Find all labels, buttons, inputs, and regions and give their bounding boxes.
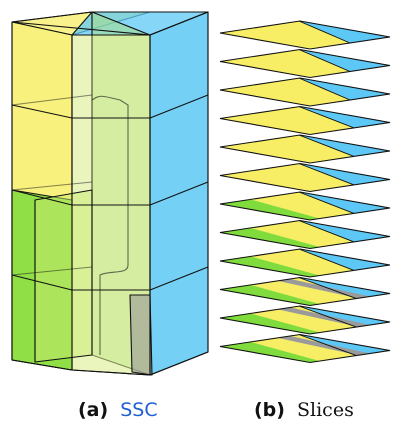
- slice-interface: [299, 134, 355, 157]
- slice-outline: [219, 20, 391, 50]
- slice-interface: [299, 277, 357, 299]
- ssc-slab-2: [11, 181, 209, 206]
- ssc-green-side: [34, 189, 93, 363]
- slice: [219, 20, 391, 50]
- slice-green: [220, 227, 320, 249]
- slice-interface: [299, 334, 357, 356]
- ssc-slab-3b: [11, 266, 93, 276]
- slice: [219, 162, 391, 193]
- caption-a-label: (a): [78, 399, 108, 421]
- slice-outline: [219, 248, 391, 278]
- slice-yellow: [220, 78, 350, 106]
- slice-outline: [219, 276, 391, 307]
- slice-green: [220, 256, 320, 277]
- slice-blue: [299, 135, 390, 157]
- slice-interface: [299, 163, 355, 186]
- slice-interface: [299, 49, 351, 72]
- slice-blue: [299, 249, 390, 271]
- slice-blue: [299, 163, 390, 185]
- slice-green: [220, 313, 320, 334]
- caption-b: (b) Slices: [254, 399, 354, 421]
- slice: [219, 105, 391, 136]
- slice-gray: [277, 335, 370, 356]
- slice-outline: [219, 333, 391, 364]
- slice-blue: [299, 277, 390, 299]
- slice-interface: [299, 305, 357, 328]
- slice-outline: [219, 191, 391, 221]
- ssc-volume: [11, 11, 209, 376]
- ssc-edge-top2: [149, 11, 209, 36]
- caption-a-link[interactable]: SSC: [120, 399, 157, 421]
- slice-blue: [299, 21, 390, 43]
- ssc-slab-2b: [11, 181, 93, 191]
- slice-blue: [299, 49, 390, 72]
- slice: [219, 134, 391, 164]
- slice: [219, 48, 391, 79]
- ssc-interface-curve: [91, 95, 129, 355]
- ssc-edge-top1: [11, 21, 151, 36]
- slice-outline: [219, 134, 391, 164]
- slice-interface: [299, 106, 355, 129]
- slice-outline: [219, 105, 391, 136]
- slice: [219, 276, 391, 307]
- slice: [219, 219, 391, 250]
- slice: [219, 248, 391, 278]
- slice-yellow: [220, 21, 350, 49]
- ssc-outline: [11, 11, 209, 376]
- slice: [219, 191, 391, 221]
- slice-outline: [219, 305, 391, 335]
- ssc-slab-1: [11, 94, 209, 119]
- slice-interface: [299, 248, 355, 271]
- slice-interface: [299, 20, 351, 44]
- slice-outline: [219, 48, 391, 79]
- slice-interface: [299, 77, 351, 101]
- ssc-slab-1b: [11, 94, 93, 106]
- slice-interface: [299, 191, 355, 214]
- slice: [219, 333, 391, 364]
- slice-outline: [219, 219, 391, 250]
- slice-gray: [277, 278, 370, 299]
- slice: [219, 305, 391, 335]
- slice-blue: [299, 106, 390, 128]
- slice-blue: [299, 220, 390, 242]
- slice-green: [220, 284, 320, 306]
- slice-blue: [299, 334, 390, 356]
- ssc-slab-3: [11, 266, 209, 291]
- ssc-gray-strip: [129, 294, 153, 376]
- slice-blue: [299, 306, 390, 328]
- slice-blue: [299, 192, 390, 214]
- slice-blue: [299, 78, 390, 100]
- caption-b-label: (b): [254, 399, 285, 421]
- slice-yellow: [220, 49, 350, 78]
- slice: [219, 77, 391, 107]
- slice-interface: [299, 220, 355, 243]
- slice-outline: [219, 77, 391, 107]
- caption-a: (a) SSC: [78, 399, 158, 421]
- caption-b-text: Slices: [297, 399, 354, 421]
- slice-gray: [277, 307, 370, 327]
- slice-green: [220, 199, 320, 220]
- slice-green: [220, 341, 320, 363]
- slice-outline: [219, 162, 391, 193]
- slices-stack: [219, 20, 391, 364]
